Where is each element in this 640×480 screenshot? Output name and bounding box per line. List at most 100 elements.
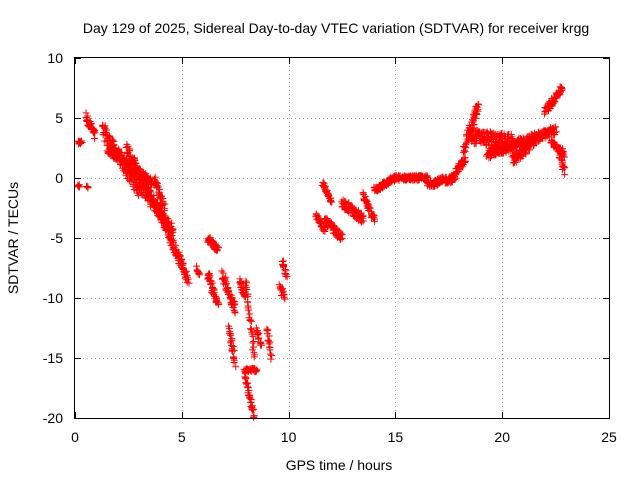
data-point	[236, 275, 244, 283]
data-point	[257, 341, 265, 349]
data-point	[138, 191, 146, 199]
data-point	[255, 334, 263, 342]
data-point	[118, 153, 126, 161]
data-point	[221, 276, 229, 284]
data-point	[168, 237, 176, 245]
data-point	[250, 413, 258, 421]
data-point	[249, 339, 257, 347]
data-point	[153, 182, 161, 190]
data-point	[558, 85, 566, 93]
data-point	[137, 170, 145, 178]
data-point	[184, 275, 192, 283]
data-point	[177, 256, 185, 264]
data-point	[561, 171, 569, 179]
data-point	[249, 333, 257, 341]
data-point	[164, 225, 172, 233]
data-point	[250, 405, 258, 413]
data-point	[230, 353, 238, 361]
data-point	[267, 355, 275, 363]
data-point	[312, 211, 320, 219]
data-point	[348, 202, 356, 210]
data-point	[213, 297, 221, 305]
data-point	[472, 140, 480, 148]
data-point	[105, 133, 113, 141]
data-point	[472, 114, 480, 122]
data-point	[474, 101, 482, 109]
data-point	[561, 164, 569, 172]
data-point	[254, 331, 262, 339]
x-axis-label: GPS time / hours	[286, 457, 393, 473]
data-point	[165, 231, 173, 239]
data-point	[323, 186, 331, 194]
data-point	[82, 109, 90, 117]
data-point	[280, 293, 288, 301]
data-point	[231, 308, 239, 316]
chart-title: Day 129 of 2025, Sidereal Day-to-day VTE…	[83, 20, 589, 36]
data-point	[243, 380, 251, 388]
x-tick-label: 25	[601, 429, 617, 445]
data-point	[90, 127, 98, 135]
data-point	[463, 139, 471, 147]
data-point	[222, 280, 230, 288]
data-point	[214, 298, 222, 306]
data-point	[210, 289, 218, 297]
y-axis-label: SDTVAR / TECUs	[5, 182, 21, 294]
data-point	[157, 209, 165, 217]
data-point	[266, 346, 274, 354]
data-point	[230, 356, 238, 364]
data-point	[268, 352, 276, 360]
y-tick-label: 5	[55, 110, 63, 126]
data-point	[143, 185, 151, 193]
data-point	[247, 325, 255, 333]
data-point	[264, 326, 272, 334]
data-point	[225, 287, 233, 295]
data-point	[558, 87, 566, 95]
data-point	[251, 351, 259, 359]
data-point	[91, 134, 99, 142]
data-point	[243, 286, 251, 294]
data-point	[229, 347, 237, 355]
data-point	[462, 140, 470, 148]
data-point	[135, 175, 143, 183]
plot-frame	[74, 57, 610, 419]
grid-lines	[75, 58, 609, 418]
data-points	[74, 83, 569, 421]
data-point	[248, 406, 256, 414]
data-point	[168, 219, 176, 227]
data-point	[282, 272, 290, 280]
data-point	[231, 300, 239, 308]
y-tick-label: -10	[43, 290, 63, 306]
data-point	[558, 149, 566, 157]
data-point	[194, 270, 202, 278]
axis-ticks	[75, 58, 610, 419]
data-point	[225, 322, 233, 330]
data-point	[247, 326, 255, 334]
data-point	[161, 200, 169, 208]
data-point	[103, 126, 111, 134]
data-point	[104, 142, 112, 150]
data-point	[222, 278, 230, 286]
data-point	[195, 269, 203, 277]
data-point	[264, 337, 272, 345]
y-tick-label: 0	[55, 170, 63, 186]
data-point	[84, 183, 92, 191]
x-tick-label: 5	[178, 429, 186, 445]
data-point	[230, 347, 238, 355]
x-tick-labels: 0 5 10 15 20 25	[71, 429, 617, 445]
data-point	[470, 120, 478, 128]
data-point	[78, 138, 86, 146]
data-point	[552, 123, 560, 131]
data-point	[213, 246, 221, 254]
data-point	[550, 124, 558, 132]
data-point	[559, 147, 567, 155]
data-point	[150, 196, 158, 204]
data-point	[474, 106, 482, 114]
data-point	[366, 204, 374, 212]
data-point	[552, 128, 560, 136]
data-point	[321, 228, 329, 236]
data-point	[244, 298, 252, 306]
x-tick-label: 20	[494, 429, 510, 445]
data-point	[283, 273, 291, 281]
data-point	[560, 153, 568, 161]
data-point	[265, 332, 273, 340]
